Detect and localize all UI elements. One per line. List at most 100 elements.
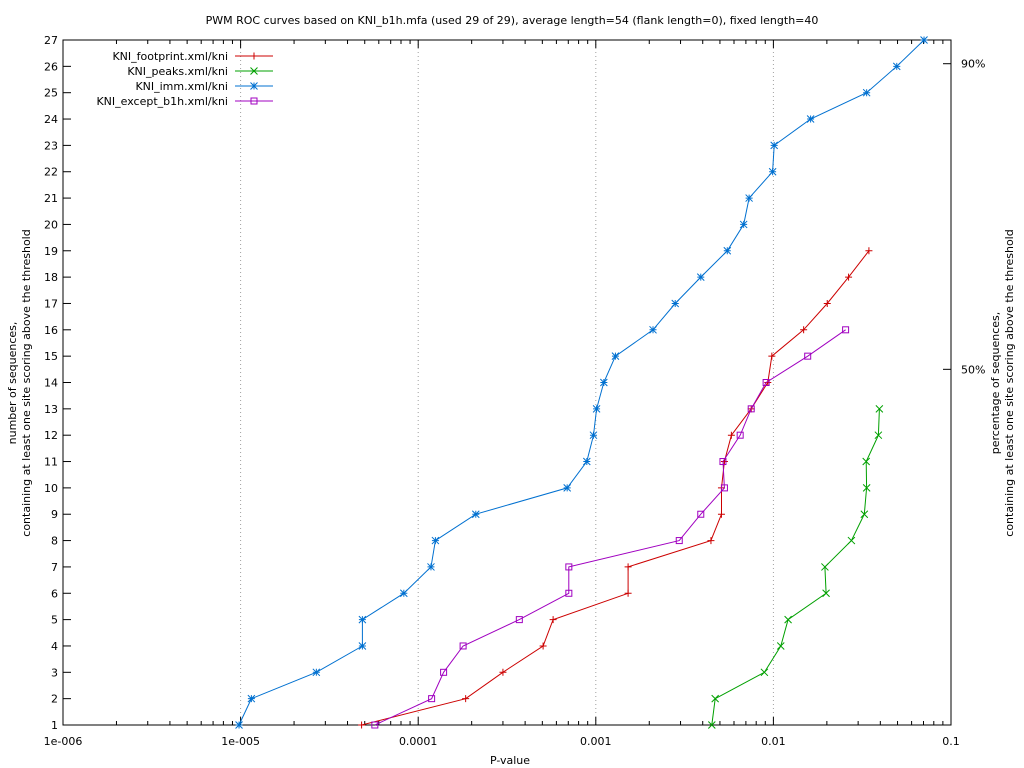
y-tick-label: 16 — [44, 324, 58, 337]
y-tick-label: 1 — [51, 719, 58, 732]
data-point — [860, 510, 869, 519]
data-point — [717, 510, 725, 518]
y-tick-label: 23 — [44, 139, 58, 152]
series-group — [235, 36, 928, 729]
data-point — [865, 247, 873, 255]
y-tick-label: 19 — [44, 245, 58, 258]
data-point — [399, 589, 408, 598]
series-line — [374, 329, 846, 726]
y-axis-label-line-1: number of sequences, — [6, 322, 19, 445]
y-axis-label-line-2: containing at least one site scoring abo… — [20, 229, 33, 536]
data-point — [431, 536, 440, 545]
y-tick-label: 7 — [51, 561, 58, 574]
data-point — [371, 721, 379, 729]
legend-label: KNI_except_b1h.xml/kni — [96, 95, 228, 108]
y2-axis-label-line-1: percentage of sequences, — [989, 312, 1002, 454]
data-point — [719, 458, 727, 466]
legend-label: KNI_imm.xml/kni — [135, 80, 228, 93]
data-point — [723, 246, 732, 255]
y-tick-label: 3 — [51, 666, 58, 679]
data-point — [768, 167, 777, 176]
data-point — [247, 694, 256, 703]
series-3 — [235, 36, 928, 729]
data-point — [847, 536, 856, 545]
data-point — [565, 563, 573, 571]
data-point — [736, 431, 744, 439]
x-tick-label: 1e-006 — [44, 735, 83, 748]
data-point — [358, 615, 367, 624]
data-point — [649, 325, 657, 334]
x-tick-label: 0.1 — [942, 735, 960, 748]
x-tick-label: 0.0001 — [399, 735, 438, 748]
data-point — [592, 404, 601, 413]
data-point — [776, 642, 785, 650]
data-point — [745, 194, 753, 202]
legend-marker — [250, 97, 258, 105]
data-point — [784, 615, 792, 624]
data-point — [768, 352, 776, 360]
data-point — [696, 273, 705, 281]
data-point — [842, 326, 850, 334]
data-point — [440, 668, 448, 676]
legend-marker — [250, 52, 258, 60]
axis-ticks: 1e-006 1e-005 0.0001 0.001 0.01 0.11234567891… — [44, 34, 986, 748]
data-point — [739, 220, 748, 229]
y-tick-label: 13 — [44, 403, 58, 416]
data-point — [428, 695, 436, 703]
data-point — [762, 379, 770, 386]
data-point — [874, 431, 883, 440]
data-point — [624, 563, 632, 571]
y-tick-label: 11 — [44, 456, 58, 469]
y-tick-label: 2 — [51, 693, 58, 706]
y2-axis-label-line-2: containing at least one site scoring abo… — [1003, 229, 1016, 536]
y-tick-label: 24 — [44, 113, 58, 126]
data-point — [747, 405, 755, 413]
y-tick-label: 10 — [44, 482, 58, 495]
data-point — [589, 431, 598, 440]
data-point — [471, 510, 480, 519]
y2-tick-label: 90% — [961, 58, 985, 71]
data-point — [823, 299, 831, 307]
chart-title: PWM ROC curves based on KNI_b1h.mfa (use… — [206, 14, 819, 27]
y-tick-label: 21 — [44, 192, 58, 205]
legend-label: KNI_peaks.xml/kni — [127, 65, 228, 78]
y-tick-label: 25 — [44, 87, 58, 100]
y-axis-label: number of sequences, containing at least… — [6, 229, 33, 536]
data-point — [235, 721, 243, 729]
y2-axis-label: percentage of sequences, containing at l… — [989, 229, 1016, 536]
data-point — [862, 457, 871, 466]
data-point — [764, 379, 772, 386]
y-tick-label: 4 — [51, 640, 58, 653]
data-point — [862, 484, 871, 492]
series-4 — [371, 326, 850, 729]
data-point — [822, 589, 830, 598]
data-point — [720, 484, 728, 492]
data-point — [760, 668, 769, 677]
data-point — [462, 695, 470, 703]
series-2 — [707, 404, 884, 729]
y-tick-label: 5 — [51, 614, 58, 627]
legend-marker — [250, 82, 258, 90]
data-point — [806, 115, 815, 123]
data-point — [358, 721, 366, 729]
data-point — [599, 378, 608, 387]
data-point — [800, 326, 808, 334]
data-point — [821, 563, 829, 571]
y-tick-label: 18 — [44, 271, 58, 284]
y-tick-label: 15 — [44, 350, 58, 363]
data-point — [549, 616, 557, 624]
data-point — [427, 563, 435, 571]
x-axis-label: P-value — [490, 754, 530, 767]
y-tick-label: 6 — [51, 587, 58, 600]
data-point — [697, 510, 705, 518]
data-point — [770, 141, 779, 150]
data-point — [312, 668, 321, 677]
data-point — [892, 62, 901, 71]
data-point — [611, 352, 620, 361]
data-point — [358, 642, 367, 650]
legend-label: KNI_footprint.xml/kni — [112, 50, 228, 63]
y2-tick-label: 50% — [961, 363, 985, 376]
data-point — [727, 431, 735, 439]
